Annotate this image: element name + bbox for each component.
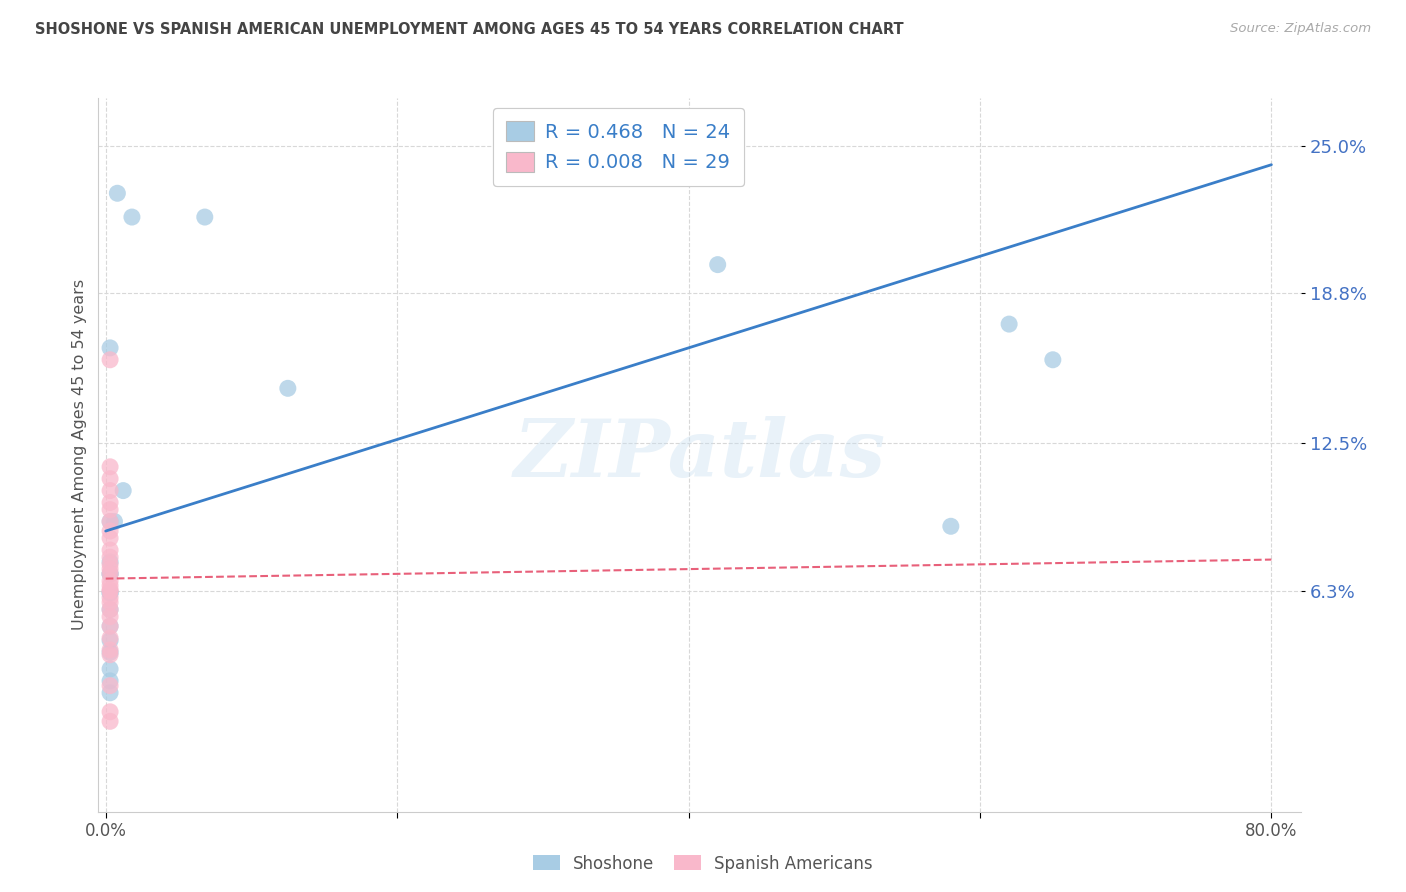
Point (98, 609, 121, 624)
Point (105, 186, 128, 201)
Point (98, 472, 121, 486)
Point (98, 524, 121, 538)
Point (103, 515, 125, 529)
Point (98, 550, 121, 565)
Point (98, 714, 121, 729)
Point (98, 566, 121, 581)
Point (998, 317, 1021, 331)
Point (98, 619, 121, 633)
Point (98, 686, 121, 700)
Point (112, 483, 135, 498)
Point (98, 543, 121, 558)
Point (98, 673, 121, 688)
Point (98, 602, 121, 616)
Text: SHOSHONE VS SPANISH AMERICAN UNEMPLOYMENT AMONG AGES 45 TO 54 YEARS CORRELATION : SHOSHONE VS SPANISH AMERICAN UNEMPLOYMEN… (35, 22, 904, 37)
Point (98, 662, 121, 676)
Y-axis label: Unemployment Among Ages 45 to 54 years: Unemployment Among Ages 45 to 54 years (72, 279, 87, 631)
Point (98, 459, 121, 474)
Point (194, 210, 217, 224)
Point (98, 631, 121, 645)
Point (98, 583, 121, 598)
Point (98, 583, 121, 598)
Point (98, 579, 121, 593)
Point (98, 574, 121, 588)
Point (98, 619, 121, 633)
Point (98, 483, 121, 498)
Point (98, 645, 121, 659)
Point (98, 586, 121, 600)
Point (1042, 352, 1064, 367)
Point (98, 531, 121, 545)
Point (98, 679, 121, 693)
Point (939, 519, 962, 533)
Point (98, 591, 121, 605)
Point (98, 648, 121, 662)
Point (98, 705, 121, 719)
Point (121, 210, 143, 224)
Point (98, 643, 121, 657)
Point (98, 566, 121, 581)
Point (98, 555, 121, 569)
Point (98, 633, 121, 648)
Point (98, 562, 121, 576)
Point (98, 341, 121, 355)
Point (98, 352, 121, 367)
Legend: Shoshone, Spanish Americans: Shoshone, Spanish Americans (526, 848, 880, 880)
Point (277, 381, 299, 395)
Point (706, 258, 728, 272)
Point (98, 586, 121, 600)
Point (98, 566, 121, 581)
Point (98, 515, 121, 529)
Text: ZIPatlas: ZIPatlas (513, 417, 886, 493)
Point (98, 515, 121, 529)
Point (98, 558, 121, 572)
Point (98, 602, 121, 616)
Text: Source: ZipAtlas.com: Source: ZipAtlas.com (1230, 22, 1371, 36)
Point (98, 595, 121, 609)
Point (98, 502, 121, 516)
Point (98, 495, 121, 509)
Legend: R = 0.468   N = 24, R = 0.008   N = 29: R = 0.468 N = 24, R = 0.008 N = 29 (494, 108, 744, 186)
